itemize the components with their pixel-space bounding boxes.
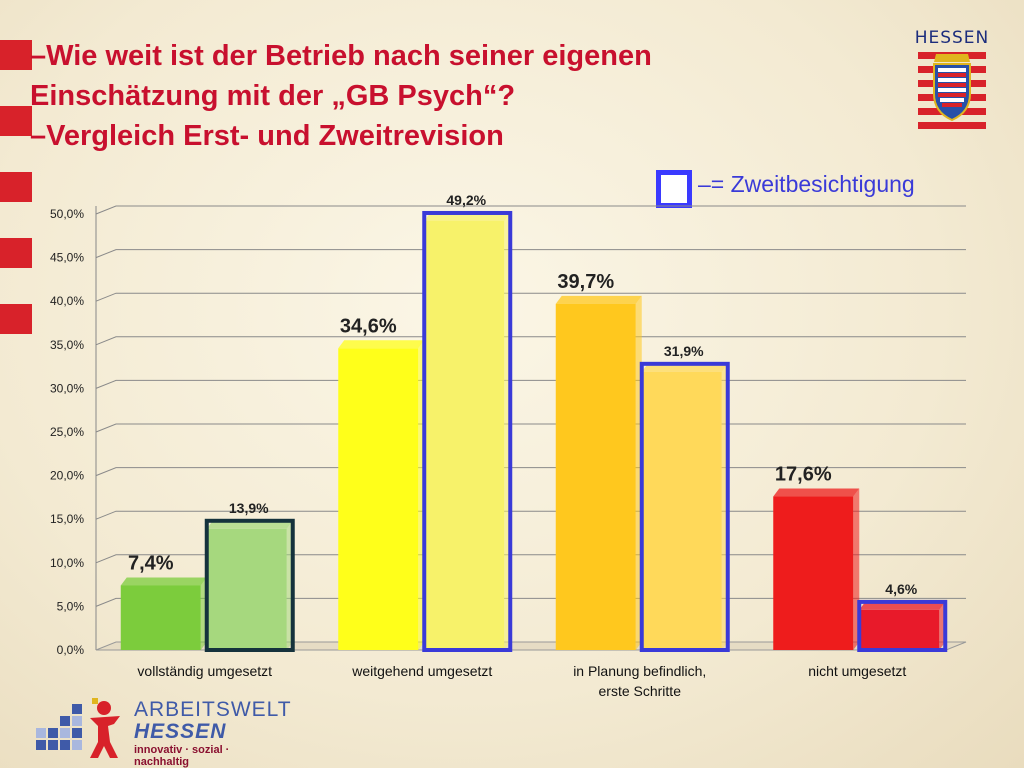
category-label: weitgehend umgesetzt bbox=[351, 663, 492, 679]
y-tick-label: 10,0% bbox=[50, 556, 84, 570]
gridline bbox=[95, 205, 966, 215]
bar-second-visit-outline bbox=[639, 361, 730, 652]
gridline bbox=[95, 467, 966, 477]
bar-first-visit bbox=[120, 577, 207, 650]
bar-second-visit bbox=[857, 599, 948, 652]
arbeitswelt-figure-icon bbox=[36, 698, 120, 758]
gridline bbox=[95, 292, 966, 302]
title-line-2: Einschätzung mit der „GB Psych“? bbox=[30, 80, 516, 112]
hessen-logo-text: HESSEN bbox=[914, 28, 990, 48]
data-label-second-visit: 4,6% bbox=[885, 581, 917, 597]
y-tick-label: 35,0% bbox=[50, 338, 84, 352]
bar-second-visit-front bbox=[641, 371, 722, 650]
bar-second-visit bbox=[204, 518, 295, 652]
bar-first-visit-top bbox=[338, 340, 425, 349]
bar-first-visit-front bbox=[120, 585, 201, 650]
bar-first-visit-front bbox=[773, 496, 854, 650]
hessen-logo: HESSEN bbox=[914, 28, 990, 132]
bar-first-visit bbox=[555, 295, 642, 650]
y-tick-label: 30,0% bbox=[50, 381, 84, 395]
arbeitswelt-line1: ARBEITSWELT bbox=[134, 698, 292, 721]
bar-first-visit-top bbox=[120, 577, 207, 586]
data-label-second-visit: 13,9% bbox=[229, 500, 269, 516]
bar-first-visit-top bbox=[555, 295, 642, 304]
y-tick-label: 5,0% bbox=[57, 599, 85, 613]
chart-bars bbox=[120, 210, 948, 652]
bar-second-visit-front bbox=[424, 220, 505, 650]
gridline bbox=[95, 423, 966, 433]
legend-label: –= Zweitbesichtigung bbox=[698, 170, 915, 197]
gridline bbox=[95, 249, 966, 259]
gridline bbox=[95, 379, 966, 389]
arbeitswelt-tagline: innovativ · sozial · nachhaltig bbox=[134, 744, 230, 768]
gridline bbox=[95, 336, 966, 346]
data-label-first-visit: 17,6% bbox=[775, 464, 832, 486]
y-tick-label: 40,0% bbox=[50, 294, 84, 308]
bar-second-visit-front bbox=[206, 528, 287, 650]
y-tick-label: 25,0% bbox=[50, 425, 84, 439]
bar-second-visit-top bbox=[424, 212, 511, 221]
bar-first-visit-front bbox=[555, 303, 636, 650]
data-label-first-visit: 34,6% bbox=[340, 315, 397, 337]
y-tick-label: 45,0% bbox=[50, 251, 84, 265]
data-label-first-visit: 39,7% bbox=[557, 271, 614, 293]
bar-first-visit-front bbox=[338, 348, 419, 650]
y-tick-label: 15,0% bbox=[50, 512, 84, 526]
title-line-1: –Wie weit ist der Betrieb nach seiner ei… bbox=[30, 40, 652, 72]
bar-second-visit-front bbox=[859, 609, 940, 650]
category-label: in Planung befindlich, bbox=[573, 663, 706, 679]
data-label-first-visit: 7,4% bbox=[128, 552, 174, 574]
arbeitswelt-line2: HESSEN bbox=[134, 720, 227, 743]
bar-second-visit-outline bbox=[204, 518, 295, 652]
y-tick-label: 20,0% bbox=[50, 469, 84, 483]
category-label: vollständig umgesetzt bbox=[137, 663, 272, 679]
bar-second-visit-outline bbox=[422, 210, 513, 652]
hessen-coat-of-arms-icon bbox=[918, 52, 986, 129]
chart-labels: 0,0% 5,0% 10,0% 15,0% 20,0% 25,0% 30,0% 35,0% 40… bbox=[50, 192, 918, 699]
category-label: nicht umgesetzt bbox=[808, 663, 906, 679]
data-label-second-visit: 31,9% bbox=[664, 343, 704, 359]
bar-second-visit-outline bbox=[857, 599, 948, 652]
category-label: erste Schritte bbox=[599, 683, 682, 699]
bar-first-visit bbox=[338, 340, 425, 650]
bar-second-visit-top bbox=[859, 601, 946, 610]
title-line-3: –Vergleich Erst- und Zweitrevision bbox=[30, 120, 504, 152]
data-label-second-visit: 49,2% bbox=[446, 192, 486, 208]
bar-second-visit bbox=[422, 210, 513, 652]
y-tick-label: 50,0% bbox=[50, 207, 84, 221]
bar-second-visit bbox=[639, 361, 730, 652]
slide-title: –Wie weit ist der Betrieb nach seiner ei… bbox=[30, 36, 830, 156]
arbeitswelt-hessen-logo: ARBEITSWELT HESSEN innovativ · sozial · … bbox=[34, 696, 291, 768]
y-tick-label: 0,0% bbox=[57, 643, 85, 657]
bar-first-visit bbox=[773, 488, 860, 650]
chart-legend: –= Zweitbesichtigung bbox=[656, 170, 915, 208]
bar-first-visit-top bbox=[773, 488, 860, 497]
left-decorative-stripes bbox=[0, 40, 32, 340]
